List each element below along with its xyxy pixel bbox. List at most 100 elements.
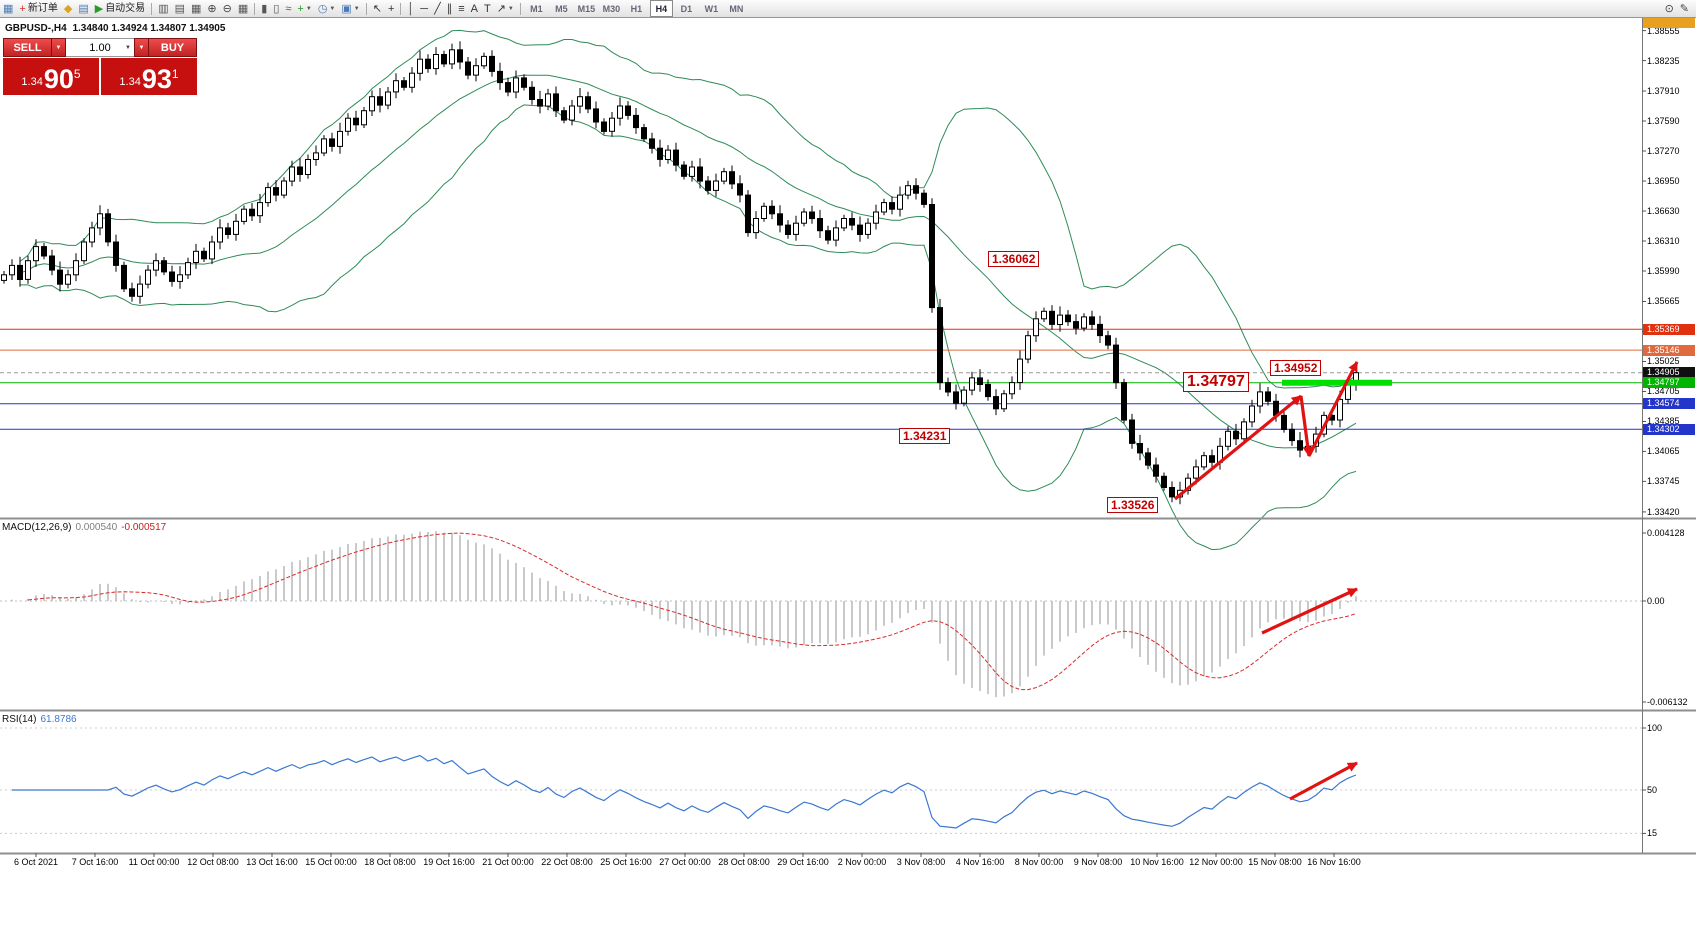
chart-window-icon[interactable]: ▦ xyxy=(0,1,16,17)
candle-body xyxy=(913,185,919,194)
fibonacci-icon[interactable]: ≡ xyxy=(455,1,467,17)
candle-body xyxy=(1057,314,1063,326)
bollinger-upper-line[interactable] xyxy=(19,29,1357,389)
candle-body xyxy=(1081,316,1087,329)
candle-body xyxy=(121,264,127,290)
candle-body xyxy=(353,117,359,126)
candle-body xyxy=(1225,430,1231,447)
text-label-icon[interactable]: T xyxy=(481,1,494,17)
trendline-icon[interactable]: ╱ xyxy=(431,1,444,17)
crosshair-icon[interactable]: + xyxy=(385,1,397,17)
one-click-trading-panel: SELL ▼ 1.00 ▼ ▼ BUY 1.34 90 5 1.34 93 1 xyxy=(3,38,197,95)
timeframe-w1-button[interactable]: W1 xyxy=(704,3,719,14)
timeframe-m15-button[interactable]: M15 xyxy=(577,3,596,14)
candle-body xyxy=(281,180,287,196)
candle-body xyxy=(1121,382,1127,421)
trend-arrow[interactable] xyxy=(1261,587,1358,635)
equidistant-channel-icon[interactable]: ∥ xyxy=(444,1,456,17)
price-annotation[interactable]: 1.34231 xyxy=(899,428,951,444)
candle-body xyxy=(641,127,647,140)
vertical-line-icon[interactable]: │ xyxy=(404,1,417,17)
arrows-tool-icon[interactable]: ↗ ▼ xyxy=(494,1,517,17)
bollinger-middle-line[interactable] xyxy=(19,74,1357,449)
caret-down-icon: ▼ xyxy=(353,5,360,12)
add-indicator-button[interactable]: + ▼ xyxy=(294,1,314,17)
pane-separators[interactable] xyxy=(0,17,1696,855)
price-axis[interactable] xyxy=(1643,17,1696,853)
timeframe-m30-button[interactable]: M30 xyxy=(602,3,621,14)
price-annotation[interactable]: 1.34797 xyxy=(1183,372,1249,392)
tile-vertical-icon[interactable]: ▥ xyxy=(155,1,171,17)
time-axis[interactable] xyxy=(0,853,1642,873)
price-annotation[interactable]: 1.33526 xyxy=(1107,497,1159,513)
candle-body xyxy=(561,110,567,121)
buy-options-caret-icon[interactable]: ▼ xyxy=(134,38,148,57)
timeframe-h4-button[interactable]: H4 xyxy=(649,0,673,17)
timeframe-d1-button[interactable]: D1 xyxy=(680,3,693,14)
buy-button[interactable]: BUY xyxy=(148,38,197,57)
sell-price[interactable]: 1.34 90 5 xyxy=(3,58,99,95)
timeframe-mn-button[interactable]: MN xyxy=(729,3,744,14)
terminal-window-icon[interactable]: ▤ xyxy=(75,1,91,17)
candle-body xyxy=(345,117,351,132)
candle-body xyxy=(441,54,447,65)
candle-body xyxy=(849,218,855,226)
trend-arrow[interactable] xyxy=(1307,361,1359,457)
timeframe-m1-button[interactable]: M1 xyxy=(530,3,543,14)
zoom-in-icon[interactable]: ⊕ xyxy=(204,1,219,17)
candle-body xyxy=(457,49,463,63)
candle-body xyxy=(1161,475,1167,488)
candle-body xyxy=(49,255,55,271)
tile-windows-icon[interactable]: ▦ xyxy=(235,1,251,17)
autotrading-button[interactable]: ▶ 自动交易 xyxy=(92,1,148,17)
sell-button[interactable]: SELL xyxy=(3,38,52,57)
tile-vertical-icon: ▥ xyxy=(158,2,169,15)
candle-body xyxy=(1249,405,1255,423)
cursor-icon[interactable]: ↖ xyxy=(370,1,385,17)
price-annotation[interactable]: 1.36062 xyxy=(988,251,1040,267)
bar-chart-icon[interactable]: ▮ xyxy=(258,1,270,17)
chart-window-icon: ▦ xyxy=(3,2,14,15)
candle-body xyxy=(297,166,303,175)
arrange-windows-icon[interactable]: ▦ xyxy=(188,1,204,17)
candlestick-chart-icon[interactable]: ▯ xyxy=(270,1,282,17)
bollinger-lower-line[interactable] xyxy=(20,104,1357,551)
timeframe-m5-button[interactable]: M5 xyxy=(555,3,568,14)
zoom-out-icon[interactable]: ⊖ xyxy=(220,1,235,17)
new-order-button[interactable]: + 新订单 xyxy=(16,1,60,17)
search-icon[interactable]: ⊙ xyxy=(1662,1,1677,17)
price-annotation[interactable]: 1.34952 xyxy=(1270,360,1322,376)
macd-indicator xyxy=(0,531,1642,698)
trend-arrow[interactable] xyxy=(1299,395,1313,457)
metaeditor-icon[interactable]: ◆ xyxy=(61,1,75,17)
candle-body xyxy=(161,260,167,273)
line-chart-icon[interactable]: ≈ xyxy=(282,1,294,17)
timeframe-h1-button[interactable]: H1 xyxy=(630,3,643,14)
trend-arrows[interactable] xyxy=(1173,361,1359,801)
horizontal-line-icon[interactable]: ─ xyxy=(417,1,431,17)
candle-body xyxy=(665,149,671,161)
volume-caret-icon[interactable]: ▼ xyxy=(125,45,131,51)
trend-arrow[interactable] xyxy=(1173,394,1303,501)
candle-body xyxy=(1097,323,1103,337)
sell-options-caret-icon[interactable]: ▼ xyxy=(52,38,66,57)
candle-body xyxy=(537,99,543,107)
horizontal-lines[interactable] xyxy=(0,328,1642,430)
candle-body xyxy=(841,218,847,229)
autotrading-button-label: 自动交易 xyxy=(105,2,146,14)
candle-body xyxy=(929,204,935,309)
candle-body xyxy=(969,377,975,391)
candle-body xyxy=(809,211,815,220)
buy-price[interactable]: 1.34 93 1 xyxy=(101,58,197,95)
candle-body xyxy=(273,187,279,196)
candle-body xyxy=(425,58,431,70)
volume-input[interactable]: 1.00 ▼ xyxy=(66,38,134,57)
templates-button[interactable]: ▣ ▼ xyxy=(338,1,362,17)
cascade-windows-icon[interactable]: ▤ xyxy=(172,1,188,17)
trend-arrow[interactable] xyxy=(1289,761,1358,801)
candle-body xyxy=(745,194,751,234)
styler-icon[interactable]: ✎ xyxy=(1677,1,1692,17)
text-icon[interactable]: A xyxy=(468,1,481,17)
periods-button[interactable]: ◷ ▼ xyxy=(315,1,339,17)
